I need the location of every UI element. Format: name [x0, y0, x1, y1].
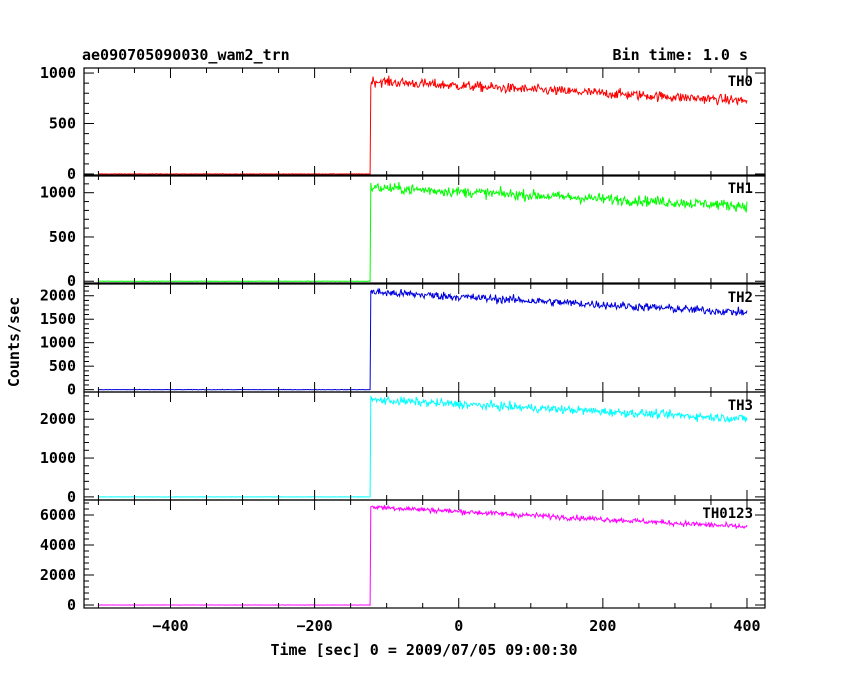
y-tick-label: 1500 [40, 310, 76, 328]
panel-th2: 0 500 1000 1500 2000 TH2 [40, 283, 766, 399]
panel-label: TH0 [728, 74, 753, 90]
bin-time-label: Bin time: 1.0 s [613, 46, 748, 64]
chart-title: ae090705090030_wam2_trn [82, 46, 290, 64]
y-tick-label: 0 [67, 165, 76, 183]
panel-th1: 0 500 1000 TH1 [40, 174, 766, 290]
y-tick-label: 2000 [40, 566, 76, 584]
x-axis: −400 −200 0 200 400 [152, 617, 760, 635]
panels: 0 500 1000 TH0 0 500 1000 TH1 0 500 1000 1500 2000 TH… [40, 64, 766, 614]
series-line-th3 [98, 395, 748, 498]
y-tick-label: 0 [67, 272, 76, 290]
panel-frame [83, 391, 766, 501]
y-tick-label: 1000 [40, 64, 76, 82]
panel-label: TH0123 [702, 506, 753, 522]
y-tick-label: 500 [49, 115, 76, 133]
y-tick-label: 0 [67, 596, 76, 614]
panel-th0: 0 500 1000 TH0 [40, 64, 766, 183]
panel-label: TH3 [728, 398, 753, 414]
series-line-th0 [98, 75, 748, 175]
y-tick-label: 500 [49, 228, 76, 246]
x-tick-label: 0 [454, 617, 463, 635]
x-tick-label: 400 [733, 617, 760, 635]
panel-label: TH1 [728, 181, 753, 197]
panel-th0123: 0 2000 4000 6000 TH0123 [40, 499, 766, 614]
series-line-th1 [98, 181, 748, 283]
panel-frame [83, 283, 766, 393]
x-axis-label: Time [sec] 0 = 2009/07/05 09:00:30 [270, 641, 577, 659]
y-tick-label: 500 [49, 357, 76, 375]
series-line-th0123 [98, 504, 748, 606]
y-tick-label: 1000 [40, 334, 76, 352]
x-tick-label: 200 [589, 617, 616, 635]
y-tick-label: 4000 [40, 536, 76, 554]
y-tick-label: 0 [67, 488, 76, 506]
y-tick-label: 1000 [40, 449, 76, 467]
y-tick-label: 1000 [40, 184, 76, 202]
y-tick-label: 0 [67, 381, 76, 399]
x-tick-label: −400 [152, 617, 188, 635]
panel-frame [83, 174, 766, 284]
panel-th3: 0 1000 2000 TH3 [40, 391, 766, 506]
y-tick-label: 6000 [40, 506, 76, 524]
y-tick-label: 2000 [40, 287, 76, 305]
y-axis-label: Counts/sec [5, 297, 23, 387]
panel-frame [83, 67, 766, 177]
x-tick-label: −200 [297, 617, 333, 635]
panel-label: TH2 [728, 290, 753, 306]
y-tick-label: 2000 [40, 410, 76, 428]
panel-frame [83, 499, 766, 609]
series-line-th2 [98, 287, 748, 391]
